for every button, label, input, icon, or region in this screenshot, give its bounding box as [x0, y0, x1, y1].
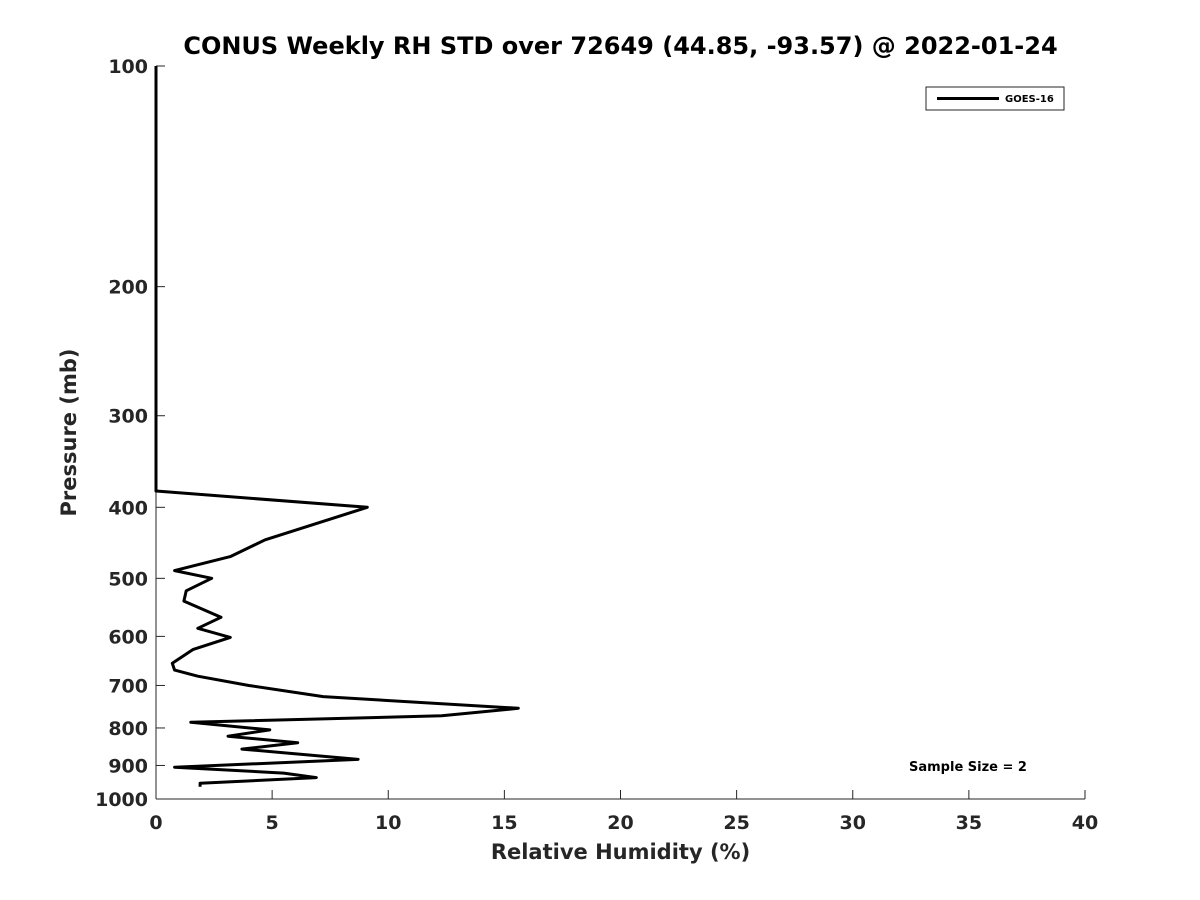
legend-entry-goes-16: GOES-16: [1005, 94, 1054, 105]
series-line-goes-16: [154, 66, 520, 787]
y-tick-label: 700: [108, 675, 148, 697]
x-tick-label: 0: [149, 812, 162, 834]
sample-size-annotation: Sample Size = 2: [909, 760, 1027, 775]
legend: GOES-16: [925, 86, 1065, 111]
y-tick-label: 900: [108, 755, 148, 777]
y-tick-label: 1000: [95, 789, 148, 811]
series-layer: [154, 66, 520, 787]
x-tick-label: 25: [723, 812, 749, 834]
chart-title: CONUS Weekly RH STD over 72649 (44.85, -…: [183, 32, 1057, 60]
x-tick-label: 10: [375, 812, 401, 834]
y-tick-label: 500: [108, 568, 148, 590]
y-tick-label: 300: [108, 406, 148, 428]
x-tick-label: 35: [956, 812, 982, 834]
y-tick-label: 400: [108, 497, 148, 519]
y-axis-label: Pressure (mb): [57, 349, 81, 517]
x-tick-label: 30: [840, 812, 866, 834]
y-tick-label: 800: [108, 718, 148, 740]
x-tick-label: 40: [1072, 812, 1098, 834]
x-axis-ticks: 0 5 10 15 20 25 30 35 40: [149, 790, 1098, 834]
y-axis-ticks: 100 200 300 400 500 600 700 800 900 1000: [95, 56, 165, 811]
x-tick-label: 15: [491, 812, 517, 834]
y-tick-label: 200: [108, 277, 148, 299]
y-tick-label: 100: [108, 56, 148, 78]
y-tick-label: 600: [108, 626, 148, 648]
x-tick-label: 5: [266, 812, 279, 834]
x-tick-label: 20: [607, 812, 633, 834]
x-axis-label: Relative Humidity (%): [491, 840, 750, 864]
